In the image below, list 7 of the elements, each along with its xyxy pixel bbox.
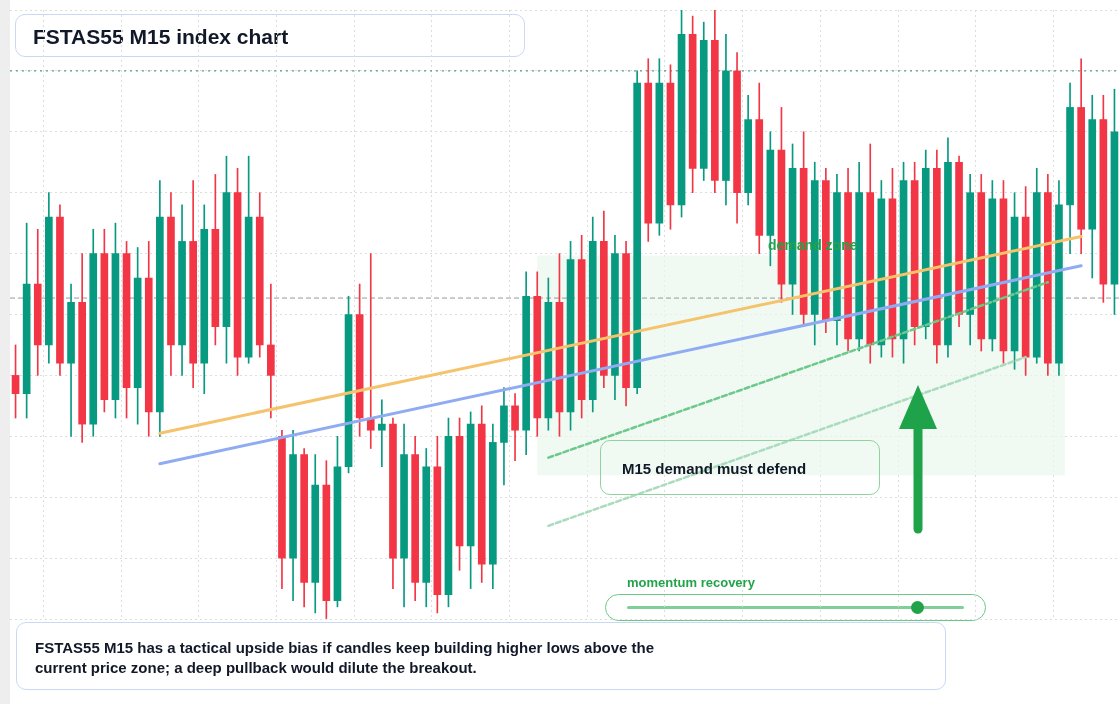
candlestick: [366, 253, 375, 449]
text: FSTAS55 M15 index chart: [15, 14, 525, 57]
annotation: M15 demand must defend: [600, 440, 880, 495]
text: FSTAS55 M15 has a tactical upside bias if candles keep building higher lows above the current price zone; a deep pullback would dilute the breakout.: [35, 638, 656, 678]
annotation: momentum recovery: [627, 575, 755, 590]
candlestick: [378, 399, 386, 468]
band-label: demand zone: [768, 237, 858, 254]
